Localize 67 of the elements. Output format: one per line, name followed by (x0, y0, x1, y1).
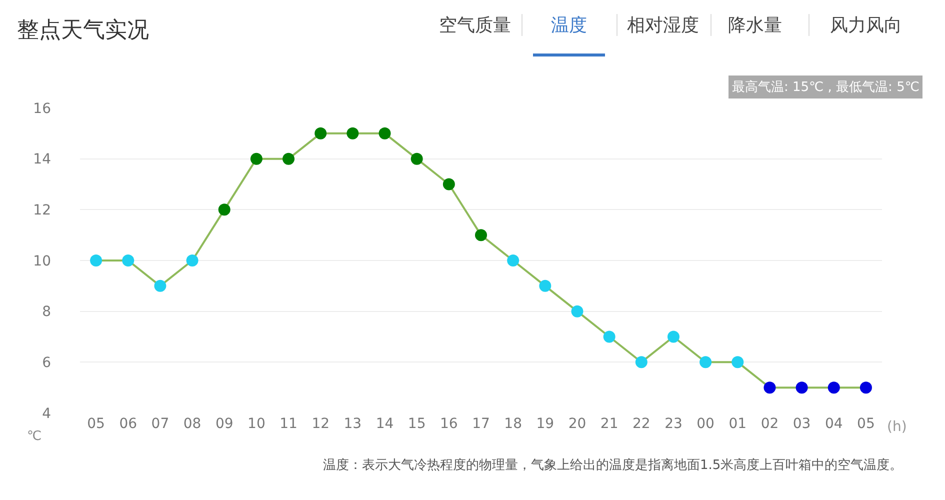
x-tick-label: 21 (600, 416, 618, 432)
x-axis-title: (h) (887, 419, 907, 435)
x-tick-label: 16 (440, 416, 458, 432)
point (507, 254, 520, 266)
chart-title: 整点天气实况 (17, 18, 149, 43)
y-tick-label: 6 (42, 355, 52, 372)
text: 温度：表示大气冷热程度的物理量，气象上给出的温度是指离地面1.5米高度上百叶箱中的空气温度。 (323, 457, 903, 473)
point (282, 152, 295, 165)
text: 温度 (551, 15, 587, 36)
point (667, 330, 680, 343)
x-tick-label: 02 (760, 416, 779, 432)
x-tick-label: 09 (215, 416, 234, 432)
x-tick-label: 00 (696, 416, 714, 432)
point (90, 254, 102, 266)
x-tick-label: 23 (664, 416, 682, 432)
x-tick-label: 07 (151, 416, 170, 432)
x-tick-label: 12 (312, 416, 330, 432)
point (828, 382, 840, 394)
point (218, 204, 230, 216)
point (346, 127, 359, 140)
point (860, 382, 872, 394)
x-tick-label: 20 (568, 416, 586, 432)
point (250, 152, 262, 165)
x-tick-label: 11 (280, 416, 298, 432)
y-tick-label: 4 (42, 406, 52, 422)
y-tick-label: 8 (42, 304, 51, 320)
point (700, 356, 712, 368)
x-tick-label: 03 (792, 416, 811, 432)
x-tick-label: 04 (824, 416, 843, 432)
x-tick-label: 19 (536, 416, 554, 432)
point (764, 382, 776, 394)
point (796, 382, 808, 394)
point (539, 280, 552, 292)
point (475, 229, 487, 242)
point (732, 356, 744, 368)
x-tick-label: 14 (376, 416, 394, 432)
point (314, 127, 327, 140)
y-tick-label: 16 (33, 100, 52, 117)
x-tick-label: 05 (87, 416, 105, 432)
y-axis-title: ℃ (27, 429, 42, 444)
point (154, 280, 166, 292)
y-tick-label: 14 (33, 152, 52, 168)
point (186, 254, 198, 266)
text: 风力风向 (830, 15, 902, 36)
point (410, 152, 423, 165)
y-tick-label: 10 (33, 253, 51, 270)
text: 空气质量 (439, 15, 511, 36)
x-tick-label: 13 (344, 416, 362, 432)
x-tick-label: 06 (119, 416, 138, 432)
point (122, 254, 134, 266)
x-tick-label: 05 (857, 416, 875, 432)
point (603, 330, 616, 343)
text: 相对湿度 (627, 15, 699, 36)
x-tick-label: 08 (183, 416, 202, 432)
point (635, 356, 648, 368)
text: 最高气温: 15℃ , 最低气温: 5℃ (732, 79, 920, 95)
x-tick-label: 01 (728, 416, 747, 432)
point (571, 305, 584, 318)
text: 降水量 (728, 15, 782, 36)
x-tick-label: 10 (248, 416, 266, 432)
point (442, 178, 455, 190)
point (378, 127, 391, 140)
x-tick-label: 17 (472, 416, 490, 432)
x-tick-label: 18 (504, 416, 522, 432)
x-tick-label: 22 (632, 416, 650, 432)
x-tick-label: 15 (408, 416, 426, 432)
y-tick-label: 12 (33, 202, 51, 219)
